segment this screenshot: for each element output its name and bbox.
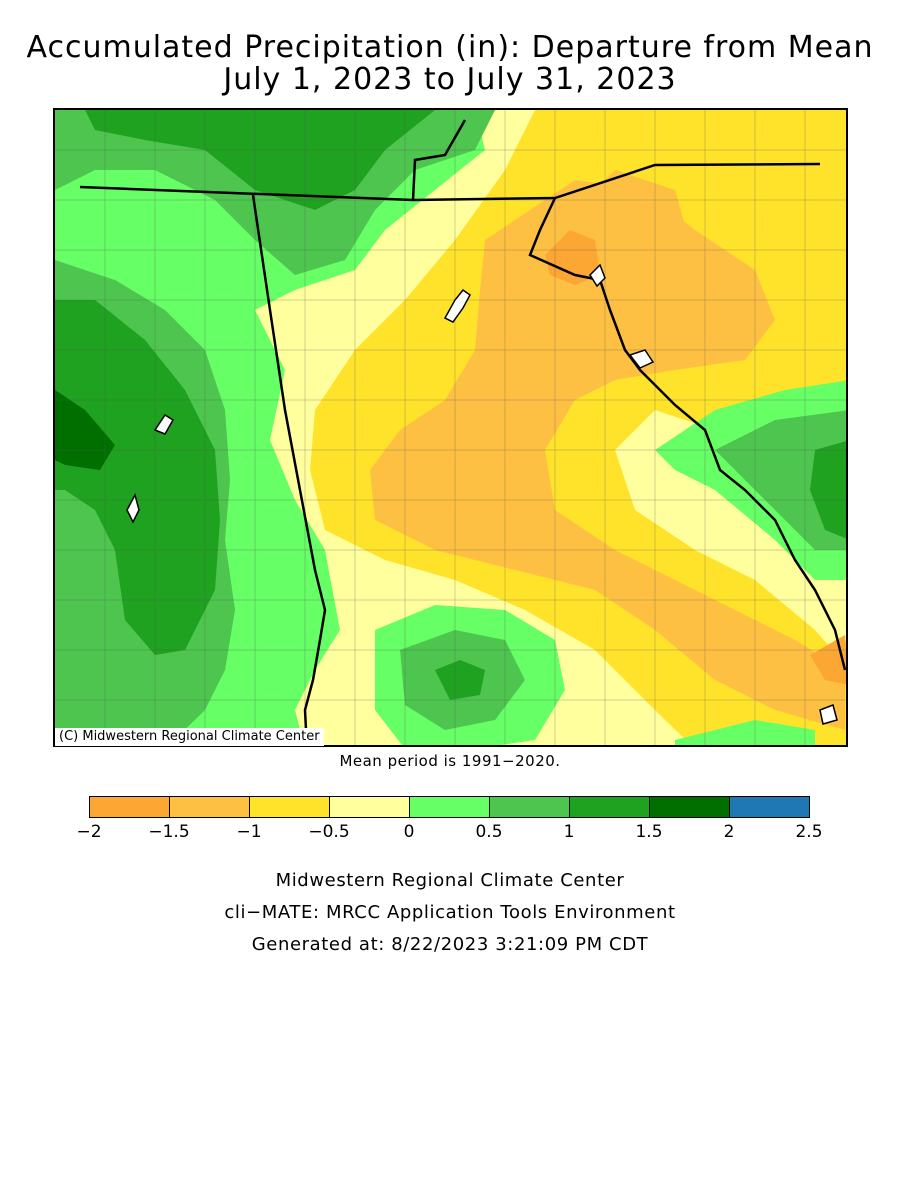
zone-orange-alabama-georgia [370,180,845,730]
legend-tick-label: −0.5 [308,822,350,842]
legend-tick-label: −1.5 [148,822,190,842]
zone-green-arkansas-core [55,300,220,655]
zone-green-south-core [435,660,485,700]
legend-swatch [649,796,730,818]
copyright-label: (C) Midwestern Regional Climate Center [55,728,324,746]
legend-swatch [89,796,170,818]
mean-period-note: Mean period is 1991−2020. [339,752,561,770]
map-canvas [55,110,846,745]
zone-deep-orange-coast [810,635,846,685]
zone-green-southeast-bottom [675,720,815,745]
legend-tick-label: 1.5 [635,822,663,842]
legend-tick-label: 2.5 [795,822,823,842]
legend-tick-label: −2 [76,822,102,842]
footer-organization: Midwestern Regional Climate Center [275,870,625,891]
footer-tool-name: cli−MATE: MRCC Application Tools Environ… [224,902,676,923]
legend-swatch [409,796,490,818]
legend-swatch [249,796,330,818]
zone-mid-green-georgia-east [715,410,846,550]
precipitation-departure-map [53,108,848,747]
legend-tick-label: 0 [403,822,415,842]
footer-generated-timestamp: Generated at: 8/22/2023 3:21:09 PM CDT [251,934,649,955]
color-scale-legend [89,796,810,818]
lakes [126,263,838,725]
zone-deep-orange-north [545,230,600,285]
map-title: Accumulated Precipitation (in): Departur… [26,30,874,65]
legend-tick-label: 2 [723,822,735,842]
legend-swatch [729,796,810,818]
legend-swatch [489,796,570,818]
legend-tick-label: 1 [563,822,575,842]
legend-swatch [569,796,650,818]
state-borders [79,119,846,745]
legend-swatch [329,796,410,818]
legend-tick-label: 0.5 [475,822,503,842]
zone-green-northcore [85,110,435,210]
zone-green-georgia-core [810,441,846,539]
map-subtitle-dates: July 1, 2023 to July 31, 2023 [223,62,677,97]
legend-swatch [169,796,250,818]
legend-tick-label: −1 [236,822,262,842]
